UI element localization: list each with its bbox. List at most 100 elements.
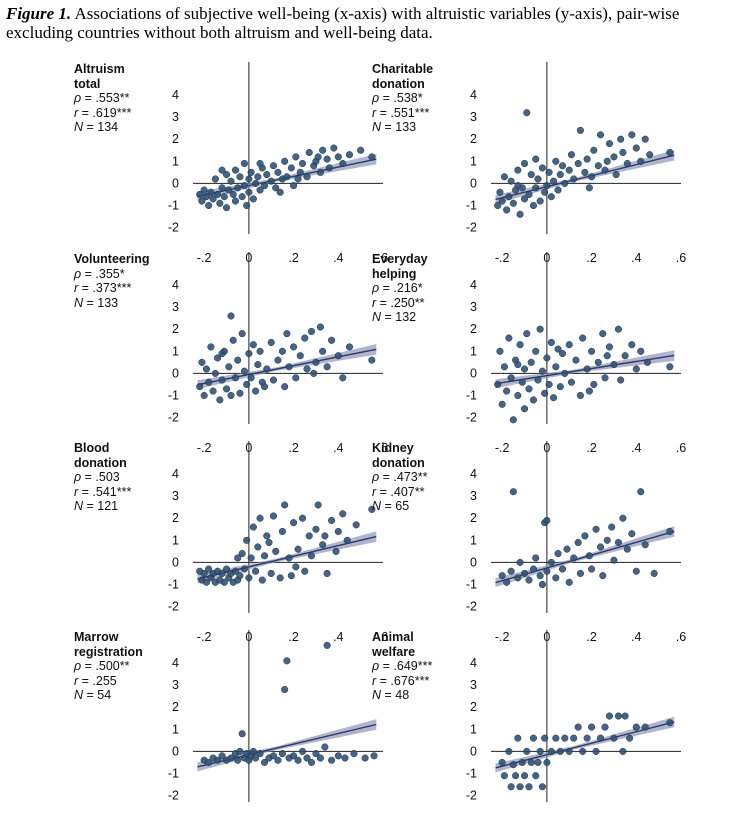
data-point xyxy=(599,330,607,338)
data-point xyxy=(505,334,513,342)
data-point xyxy=(574,538,582,547)
data-point xyxy=(520,365,529,373)
panel-title: Kidney donation xyxy=(372,441,425,470)
data-point xyxy=(576,569,584,577)
data-point xyxy=(305,148,313,157)
data-point xyxy=(298,514,307,522)
data-point xyxy=(632,723,640,731)
data-point xyxy=(536,197,544,205)
data-point xyxy=(198,197,206,205)
data-point xyxy=(565,341,573,349)
data-point xyxy=(590,380,598,388)
data-point xyxy=(267,177,275,185)
data-point xyxy=(581,532,589,540)
data-point xyxy=(538,164,546,172)
data-point xyxy=(507,783,515,791)
data-point xyxy=(305,532,313,540)
data-point xyxy=(307,758,316,766)
y-tick-label: 2 xyxy=(470,511,477,525)
data-point xyxy=(301,567,309,575)
data-point xyxy=(234,756,242,764)
data-point xyxy=(267,569,275,577)
x-tick-label: .2 xyxy=(586,441,596,455)
y-tick-label: -1 xyxy=(466,577,477,591)
x-tick-label: .2 xyxy=(586,251,596,265)
y-tick-label: 1 xyxy=(470,344,477,358)
data-point xyxy=(500,363,508,371)
stat-r: r = .250** xyxy=(372,295,425,310)
data-point xyxy=(249,341,257,349)
data-point xyxy=(650,569,658,577)
data-point xyxy=(240,182,248,190)
data-point xyxy=(252,387,260,395)
y-tick-label: 2 xyxy=(172,700,179,714)
data-point xyxy=(260,182,269,190)
data-point xyxy=(554,550,562,558)
y-tick-label: -1 xyxy=(466,198,477,212)
data-point xyxy=(368,505,376,513)
data-point xyxy=(561,179,569,187)
data-point xyxy=(205,758,213,766)
data-point xyxy=(236,747,244,755)
data-point xyxy=(581,168,589,176)
data-point xyxy=(583,734,591,742)
data-point xyxy=(541,389,549,397)
data-point xyxy=(218,166,226,174)
data-point xyxy=(252,567,260,575)
data-point xyxy=(601,166,609,174)
x-tick-label: .6 xyxy=(378,251,388,265)
data-point xyxy=(525,385,533,393)
data-point xyxy=(550,177,558,185)
y-tick-label: 1 xyxy=(172,533,179,547)
x-tick-label: .4 xyxy=(631,630,641,644)
data-point xyxy=(240,159,248,168)
data-point xyxy=(572,356,580,364)
data-point xyxy=(547,747,555,755)
scatter-panel: Everyday helping ρ = .216* r = .250** N = 1… xyxy=(372,252,692,455)
data-point xyxy=(579,747,587,755)
data-point xyxy=(236,389,244,397)
data-point xyxy=(238,550,246,558)
x-tick-label: -.2 xyxy=(197,630,212,644)
data-point xyxy=(225,186,233,194)
y-tick-label: -2 xyxy=(466,600,477,614)
data-point xyxy=(614,325,622,333)
data-point xyxy=(558,162,567,170)
data-point xyxy=(303,754,311,762)
scatter-panel: Blood donation ρ = .503 r = .541*** N = 121… xyxy=(74,441,394,644)
x-tick-label: .2 xyxy=(288,441,298,455)
data-point xyxy=(516,210,524,218)
x-tick-label: .6 xyxy=(676,630,686,644)
y-tick-label: 4 xyxy=(172,278,179,292)
panel-stats: Everyday helping ρ = .216* r = .250** N = 1… xyxy=(372,252,428,325)
data-point xyxy=(283,657,291,665)
y-tick-label: -2 xyxy=(168,789,179,803)
data-point xyxy=(576,126,584,134)
panel-stats: Marrow registration ρ = .500** r = .255 N =… xyxy=(74,630,143,703)
data-point xyxy=(229,190,237,198)
data-point xyxy=(637,157,645,165)
data-point xyxy=(361,754,369,762)
data-point xyxy=(214,190,222,198)
stat-rho: ρ = .503 xyxy=(74,470,120,484)
stat-n: N = 133 xyxy=(74,295,119,310)
stat-rho: ρ = .500** xyxy=(74,659,130,673)
data-point xyxy=(285,554,293,562)
data-point xyxy=(570,175,578,183)
data-point xyxy=(216,396,224,404)
data-point xyxy=(256,347,264,355)
data-point xyxy=(202,578,210,586)
data-point xyxy=(231,567,240,575)
data-point xyxy=(547,338,555,347)
data-point xyxy=(603,536,611,544)
data-point xyxy=(538,783,546,791)
data-point xyxy=(252,754,260,762)
data-point xyxy=(545,380,553,388)
data-point xyxy=(525,576,533,584)
panel-title: Altruism total xyxy=(74,62,125,91)
data-point xyxy=(334,153,342,161)
stat-r: r = .255 xyxy=(74,673,117,688)
